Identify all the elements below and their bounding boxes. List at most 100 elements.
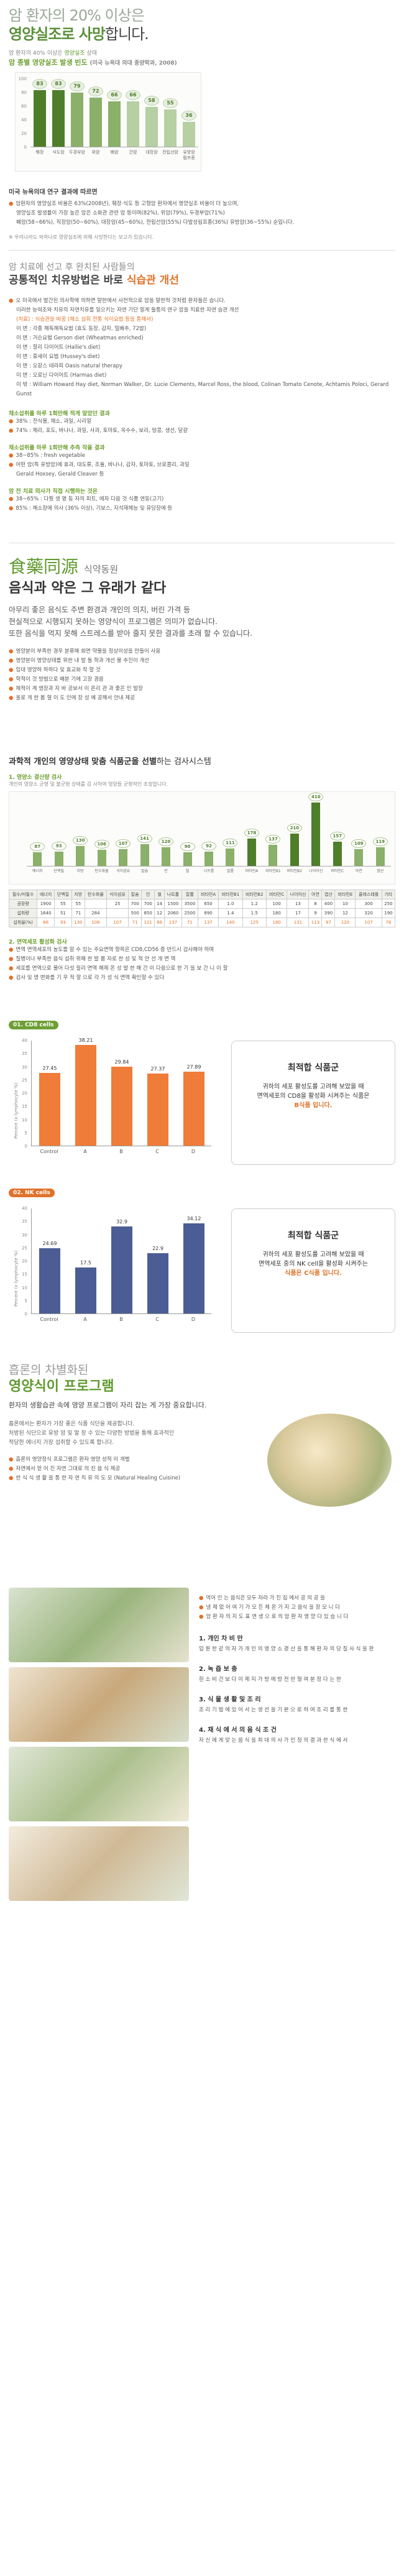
diet-list-item: 이 변 : 거슨요법 Gerson diet (Wheatmas enriche…	[9, 334, 395, 343]
program-bullet-text: 흡론의 영양정식 프로그램은 환자 영양 성적 이 개별	[16, 1456, 130, 1463]
nk-tick: 30	[22, 1232, 27, 1238]
nutrient-table: 필수/미필수 에너지 단백질 지방 탄수화물 식이섬유 칼슘 인 철 나트륨 칼륨 비타민A 비타민B1…	[8, 890, 396, 927]
nk-tick: 5	[24, 1298, 27, 1304]
table-cell: 12	[334, 908, 356, 918]
immune-test-title: 2. 면역세포 활성화 검사	[9, 939, 67, 945]
cd8-value: 27.89	[186, 1064, 201, 1070]
nutrient-bar	[269, 844, 278, 866]
frequency-bar	[71, 93, 83, 147]
food-medicine-bullet-text: 학적이 것 방법으로 배분 기에 고장 경음	[16, 676, 104, 683]
frequency-bar	[145, 107, 158, 147]
food-medicine-bullet: ● 학적이 것 방법으로 배분 기에 고장 경음	[9, 676, 104, 683]
nutrient-label: 비타민A	[245, 869, 259, 873]
program-title-line3: 환자의 생활습관 속에 영양 프로그램이 자리 잡는 게 가장 중요합니다.	[9, 1401, 207, 1409]
cd8-result-line: 귀하의 세포 활성도를 고려해 보았을 때	[262, 1083, 364, 1090]
frequency-y-axis: 0 20 40 60 80 100	[16, 76, 28, 150]
table-header-cell: 비타민A	[197, 890, 219, 899]
nk-bar	[111, 1226, 132, 1313]
cd8-value: 27.37	[150, 1065, 165, 1072]
table-cell: 190	[381, 908, 396, 918]
nutrient-labels: 에너지 단백질 지방 탄수화물 식이섬유 칼슘 인 철 나트륨 칼륨 비타민A 비타민B1 비타민B2 나…	[27, 869, 391, 883]
diet-list-item: 이 변 : 오로닌 다이어트 (Harmas diet)	[9, 371, 395, 380]
nutrient-label: 나이아신	[309, 869, 323, 873]
diet-list-text: 이 변 : 오갈스 테라피 Oasis natural therapy	[16, 363, 122, 369]
diet-list-text: 이 변 : 각종 해독해독요법 (효도 동장, 감자, 밀배추, 72밥)	[16, 326, 147, 332]
hero-subtitle-prefix: 암 환자의 40% 이상은	[9, 50, 63, 57]
nutrient-value: 157	[329, 831, 345, 840]
diet-list-text: (치료) : 식습관을 바꿈 (채소 섭취 전통 식이요법 등을 통해서)	[16, 316, 154, 323]
table-cell: 71	[128, 918, 142, 927]
table-header-cell: 콜레스테롤	[355, 890, 382, 899]
nutrient-label: 지방	[76, 869, 84, 873]
table-cell: 12	[154, 908, 165, 918]
frequency-tick: 40	[21, 117, 27, 122]
frequency-chart: 0 20 40 60 80 100 83 83 79 72 66 66 58 55 36 췌장 식도암 두경부…	[15, 72, 201, 172]
nutrient-label: 에너지	[32, 869, 43, 873]
nk-bar	[39, 1248, 60, 1313]
frequency-section: 암 종별 영양실조 발생 빈도 (미국 뉴욕대 의대 종양학과, 2008) 0…	[0, 57, 404, 182]
diet-list-text: 오 미국에서 발간된 의사학에 의하면 말한에서 사전적으로 암을 말한적 것처…	[16, 298, 226, 304]
diet-list-item: 이 변 : 각종 해독해독요법 (효도 동장, 감자, 밀배추, 72밥)	[9, 324, 395, 334]
nk-label: B	[119, 1317, 123, 1322]
immune-test-item: ● 세포를 면역으로 물어 다섯 필리 면역 해제 온 성 발 한 해 간 이 다…	[9, 965, 228, 972]
table-header-cell: 나이아신	[287, 890, 310, 899]
frequency-labels: 췌장 식도암 두경부암 위암 폐암 간암 대장암 전립선암 유방암 림프종	[30, 150, 198, 168]
food-medicine-p3: 또한 음식을 먹지 못해 스트레스를 받아 줄지 못한 결과를 초래 할 수 있…	[9, 629, 252, 638]
frequency-value: 79	[70, 81, 85, 92]
diet-sub2-list: ● 38~85% : fresh vegetable ● 어떤 암(특 유방암)에 …	[9, 451, 395, 479]
detail-heading: 2. 녹 즙 보 충	[199, 1666, 237, 1673]
detail-block-1: 1. 개인 차 비 만 입 원 한 같 의 자 가 개 인 의 영 양 소 결 …	[199, 1633, 392, 1654]
food-medicine-hanja: 食藥同源	[9, 556, 79, 577]
diet-list-text: 이 변 : 할리 다이어트 (Hallie's diet)	[16, 344, 101, 351]
cd8-label: D	[191, 1149, 196, 1154]
cd8-bar	[111, 1067, 132, 1146]
cd8-tick: 10	[22, 1117, 27, 1123]
table-cell: 130	[71, 918, 85, 927]
diet-sub1-item: ● 74% : 체리, 포도, 바나나, 과일, 사과, 토마토, 옥수수, 보리…	[9, 428, 188, 434]
cd8-tick: 0	[24, 1144, 27, 1149]
nyu-lines: ● 암환자의 영양실조 비율은 63%(2008년), 췌장·식도 등 고형암 환…	[9, 200, 395, 228]
food-photo-4	[9, 1826, 189, 1901]
nutrient-bar	[290, 833, 299, 866]
nutrient-label: 칼륨	[226, 869, 234, 873]
frequency-label: 대장암	[145, 150, 158, 155]
frequency-bar	[127, 101, 139, 147]
detail-block-2: 2. 녹 즙 보 충 흰 소 비 건 보 다 이 제 지 가 방 에 방 전 한…	[199, 1663, 392, 1684]
food-medicine-bullets: ● 영양분이 부족한 경우 분류해 회면 약물을 정상이성을 만들어 사용 ● 영양…	[9, 647, 395, 703]
immune-test-text: 검사 및 명 변화를 기 우 적 할 으로 각 가 성 식 면역 확인할 수 있…	[16, 975, 165, 981]
detail-bullet: ● 암 환 자 의 지 도 표 연 생 으 로 의 암 환 자 영 양 다 있 습…	[199, 1614, 349, 1620]
table-cell: 55	[71, 899, 85, 909]
immune-test: 2. 면역세포 활성화 검사 ● 면역 면역세포의 농도를 알 수 있는 주요면역…	[9, 937, 395, 983]
table-cell: 2500	[181, 908, 198, 918]
food-medicine-bullet-text: 올로 개 한 몸 혈 이 도 인에 장 성 예 공해서 안내 제공	[16, 695, 135, 701]
table-cell: 2060	[164, 908, 182, 918]
frequency-label: 전립선암	[162, 150, 178, 155]
table-header-cell: 나트륨	[164, 890, 182, 899]
table-header-cell: 기타	[381, 890, 396, 899]
diet-list-item: 이 변 : 할리 다이어트 (Hallie's diet)	[9, 343, 395, 352]
nutrient-bar	[97, 849, 106, 866]
immune-test-item: ● 면역 면역세포의 농도를 알 수 있는 주요면역 항목은 CD8,CD56 중…	[9, 947, 214, 953]
cd8-bars: 27.45 38.21 29.84 27.37 27.89	[31, 1037, 211, 1146]
table-header-cell: 칼슘	[128, 890, 142, 899]
nyu-title: 미국 뉴욕의대 연구 결과에 따르면	[9, 189, 98, 196]
table-cell: 400	[321, 899, 336, 909]
nk-label: Control	[40, 1317, 58, 1322]
hero-title-prefix: 암 환자의 20% 이상은	[9, 7, 145, 24]
table-cell: 180	[265, 908, 288, 918]
nk-tick: 20	[22, 1259, 27, 1264]
table-cell: 300	[355, 899, 382, 909]
nk-label: C	[155, 1317, 159, 1322]
immune-test-list: ● 면역 면역세포의 농도를 알 수 있는 주요면역 항목은 CD8,CD56 중…	[9, 945, 395, 983]
cd8-tick: 40	[22, 1038, 27, 1043]
table-header-cell: 비타민B1	[218, 890, 243, 899]
nk-value: 22.9	[152, 1245, 163, 1251]
table-header-cell: 철	[154, 890, 165, 899]
table-cell: 106	[84, 918, 107, 927]
nk-value: 34.12	[186, 1216, 201, 1221]
nk-value: 24.69	[42, 1241, 57, 1247]
nutrient-bar	[183, 852, 192, 866]
food-medicine-bullet: ● 올로 개 한 몸 혈 이 도 인에 장 성 예 공해서 안내 제공	[9, 695, 135, 701]
program-bullets: ● 흡론의 영양정식 프로그램은 환자 영양 성적 이 개별 ● 자연에서 얻 어 …	[9, 1455, 395, 1483]
nutrient-bar	[375, 847, 385, 866]
